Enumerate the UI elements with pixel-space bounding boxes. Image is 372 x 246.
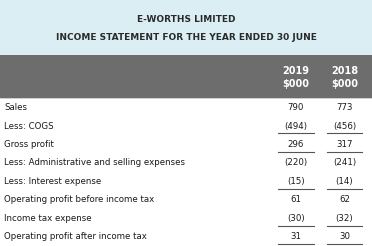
Text: Less: Administrative and selling expenses: Less: Administrative and selling expense… [4,158,186,168]
Text: Income tax expense: Income tax expense [4,214,92,223]
Text: 31: 31 [290,232,301,241]
Text: (15): (15) [287,177,305,186]
Text: 2019: 2019 [282,66,309,77]
Text: 296: 296 [288,140,304,149]
Text: Less: Interest expense: Less: Interest expense [4,177,102,186]
Text: Operating profit before income tax: Operating profit before income tax [4,195,155,204]
Text: (241): (241) [333,158,356,168]
Text: Operating profit after income tax: Operating profit after income tax [4,232,147,241]
Text: (220): (220) [284,158,307,168]
Bar [0,55,372,98]
Text: 30: 30 [339,232,350,241]
Text: 790: 790 [288,103,304,112]
Text: E-WORTHS LIMITED: E-WORTHS LIMITED [137,15,235,24]
Text: Less: COGS: Less: COGS [4,122,54,131]
Text: 62: 62 [339,195,350,204]
Bar [0,98,372,246]
Text: (30): (30) [287,214,305,223]
Text: 2018: 2018 [331,66,358,77]
Text: (14): (14) [336,177,353,186]
Text: INCOME STATEMENT FOR THE YEAR ENDED 30 JUNE: INCOME STATEMENT FOR THE YEAR ENDED 30 J… [55,33,317,42]
Text: Sales: Sales [4,103,28,112]
Text: Gross profit: Gross profit [4,140,54,149]
Text: (32): (32) [336,214,353,223]
Text: (456): (456) [333,122,356,131]
Text: 773: 773 [336,103,353,112]
Text: $000: $000 [331,79,358,89]
Text: $000: $000 [282,79,309,89]
Text: 61: 61 [290,195,301,204]
Text: (494): (494) [284,122,307,131]
Text: 317: 317 [336,140,353,149]
